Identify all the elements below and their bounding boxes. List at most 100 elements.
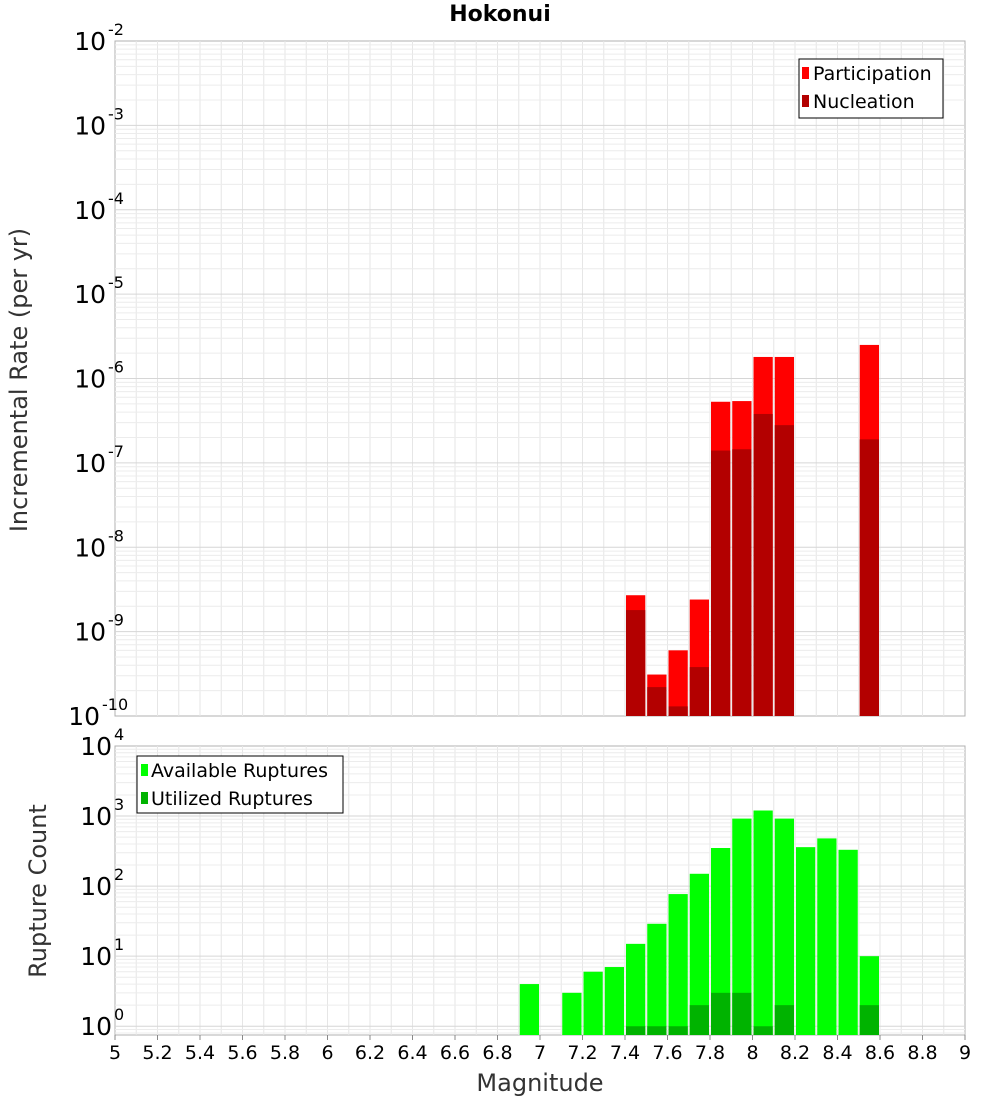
x-tick-label: 5: [109, 1042, 121, 1064]
x-tick-label: 7.6: [652, 1042, 682, 1064]
bar-available-ruptures: [626, 943, 646, 1035]
chart-title: Hokonui: [449, 2, 551, 27]
bar-utilized-ruptures: [753, 1026, 773, 1035]
y-tick-label: 10: [74, 196, 106, 225]
bar-available-ruptures: [647, 923, 667, 1035]
bar-available-ruptures: [668, 894, 688, 1035]
y-tick-exponent: -8: [108, 526, 124, 545]
utilized-swatch: [141, 792, 148, 804]
count-plot-grid: [115, 746, 965, 1035]
bar-utilized-ruptures: [774, 1005, 794, 1035]
x-tick-label: 5.6: [227, 1042, 257, 1064]
y-tick-exponent: -9: [108, 611, 124, 630]
bar-available-ruptures: [817, 838, 837, 1035]
x-tick-label: 7.4: [610, 1042, 640, 1064]
x-tick-label: 6.8: [482, 1042, 512, 1064]
count-legend: Available Ruptures Utilized Ruptures: [136, 755, 344, 814]
bar-utilized-ruptures: [668, 1026, 688, 1035]
x-tick-label: 7: [534, 1042, 546, 1064]
y-tick-label: 10: [74, 533, 106, 562]
rate-legend: Participation Nucleation: [798, 58, 944, 119]
participation-swatch: [802, 67, 809, 79]
y-tick-label: 10: [80, 802, 112, 831]
bar-nucleation: [774, 425, 794, 716]
x-tick-label: 7.2: [567, 1042, 597, 1064]
bar-utilized-ruptures: [711, 992, 731, 1035]
available-swatch: [141, 764, 148, 776]
y-tick-exponent: -2: [108, 20, 124, 39]
y-tick-label: 10: [74, 111, 106, 140]
bar-utilized-ruptures: [647, 1026, 667, 1035]
bar-available-ruptures: [583, 971, 603, 1035]
bar-nucleation: [626, 610, 646, 716]
bar-utilized-ruptures: [689, 1005, 709, 1035]
y-tick-exponent: 1: [114, 935, 124, 954]
bar-nucleation: [689, 667, 709, 716]
x-tick-label: 6.4: [397, 1042, 427, 1064]
bar-nucleation: [732, 449, 752, 716]
y-tick-exponent: -6: [108, 358, 124, 377]
y-tick-exponent: 2: [114, 865, 124, 884]
bar-utilized-ruptures: [859, 1005, 879, 1035]
available-legend-label: Available Ruptures: [151, 760, 328, 782]
y-tick-exponent: -5: [108, 273, 124, 292]
y-tick-exponent: -4: [108, 189, 124, 208]
y-tick-label: 10: [74, 365, 106, 394]
y-tick-label: 10: [74, 618, 106, 647]
y-tick-exponent: -3: [108, 104, 124, 123]
y-tick-exponent: 4: [114, 725, 124, 744]
y-tick-label: 10: [74, 27, 106, 56]
bar-available-ruptures: [519, 984, 539, 1035]
bar-nucleation: [859, 439, 879, 716]
y-tick-exponent: 3: [114, 795, 124, 814]
y-tick-exponent: 0: [114, 1005, 124, 1024]
rate-y-axis-label: Incremental Rate (per yr): [5, 228, 33, 532]
bar-utilized-ruptures: [732, 992, 752, 1035]
bar-nucleation: [753, 413, 773, 716]
nucleation-swatch: [802, 95, 809, 107]
y-tick-label: 10: [80, 1012, 112, 1041]
utilized-legend-label: Utilized Ruptures: [151, 788, 313, 810]
count-bars: [519, 810, 879, 1035]
x-tick-label: 6.6: [440, 1042, 470, 1064]
x-tick-label: 8.8: [907, 1042, 937, 1064]
y-tick-label: 10: [80, 942, 112, 971]
y-tick-exponent: -10: [102, 695, 128, 714]
bar-participation: [668, 650, 688, 716]
x-tick-label: 8.4: [822, 1042, 852, 1064]
rate-bars: [626, 344, 879, 716]
y-tick-exponent: -7: [108, 442, 124, 461]
x-tick-label: 6.2: [355, 1042, 385, 1064]
bar-available-ruptures: [796, 847, 816, 1035]
x-tick-label: 6: [321, 1042, 333, 1064]
bar-available-ruptures: [711, 848, 731, 1035]
x-tick-label: 8.2: [780, 1042, 810, 1064]
bar-available-ruptures: [689, 873, 709, 1035]
x-tick-label: 7.8: [695, 1042, 725, 1064]
y-tick-label: 10: [80, 732, 112, 761]
bar-utilized-ruptures: [626, 1026, 646, 1035]
x-tick-label: 5.2: [142, 1042, 172, 1064]
bar-nucleation: [647, 687, 667, 716]
x-tick-label: 5.8: [270, 1042, 300, 1064]
bar-nucleation: [668, 706, 688, 716]
nucleation-legend-label: Nucleation: [813, 91, 915, 113]
magnitude-x-ticks: 5 5.2 5.4 5.6 5.8 6 6.2 6.4 6.6 6.8 7 7.2 7.4 7.6 7.8 8…: [109, 1035, 971, 1064]
bar-available-ruptures: [774, 818, 794, 1035]
x-tick-label: 8: [746, 1042, 758, 1064]
x-tick-label: 8.6: [865, 1042, 895, 1064]
bar-available-ruptures: [753, 810, 773, 1035]
participation-legend-label: Participation: [813, 63, 932, 85]
x-tick-label: 5.4: [185, 1042, 215, 1064]
y-tick-label: 10: [80, 872, 112, 901]
rate-plot-grid: [115, 41, 965, 716]
x-tick-label: 9: [959, 1042, 971, 1064]
bar-available-ruptures: [838, 849, 858, 1035]
y-tick-label: 10: [74, 280, 106, 309]
bar-available-ruptures: [604, 967, 624, 1035]
count-y-axis-label: Rupture Count: [24, 804, 52, 978]
y-tick-label: 10: [68, 702, 100, 731]
bar-available-ruptures: [562, 992, 582, 1035]
